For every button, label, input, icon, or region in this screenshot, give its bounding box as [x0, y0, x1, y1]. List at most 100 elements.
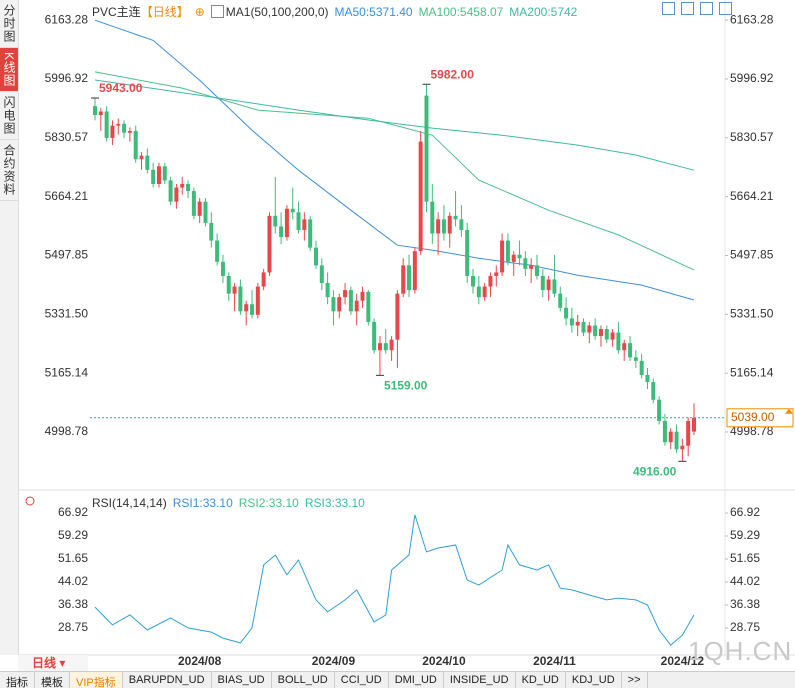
y-tick-label: 5996.92: [730, 71, 774, 85]
bottom-tab[interactable]: >>: [622, 672, 648, 688]
y-tick-label: 28.75: [730, 620, 760, 634]
candle-body: [273, 215, 278, 227]
candle-body: [139, 155, 144, 160]
legend-entry: MA200:5742: [509, 4, 578, 19]
sidebar-tab[interactable]: 合约资料: [0, 140, 18, 202]
sidebar-tab[interactable]: K线图: [0, 48, 18, 93]
period-selector[interactable]: 日线 ▾: [18, 655, 88, 671]
y-tick-label: 51.65: [730, 551, 760, 565]
candle-body: [250, 304, 255, 315]
candle-body: [692, 417, 696, 432]
y-tick-label: 28.75: [58, 620, 88, 634]
indicator: MA1(50,100,200,0): [225, 4, 329, 19]
settings-icon[interactable]: ⊕: [194, 4, 205, 19]
bottom-tab[interactable]: KD_UD: [516, 672, 566, 688]
y-tick-label: 5165.14: [730, 365, 774, 379]
y-tick-label: 66.92: [58, 505, 88, 519]
last-price-label: 5039.00: [731, 410, 775, 424]
bottom-tab[interactable]: DMI_UD: [389, 672, 444, 688]
y-tick-label: 59.29: [730, 528, 760, 542]
watermark: 1QH.CN: [688, 636, 793, 666]
last-price-box: [726, 408, 794, 428]
y-tick-label: 5497.85: [730, 248, 774, 262]
candle-body: [220, 261, 225, 276]
candle-body: [534, 265, 539, 276]
candle-body: [668, 431, 673, 443]
icon[interactable]: [700, 2, 713, 15]
icon[interactable]: [662, 2, 675, 15]
candle-body: [441, 219, 446, 234]
candle-body: [622, 343, 627, 351]
candle-body: [645, 374, 650, 383]
bottom-tab[interactable]: VIP指标: [70, 672, 123, 688]
rsi-header: RSI(14,14,14) RSI1:33.10 RSI2:33.10 RSI3:3…: [92, 496, 365, 510]
annotation-label: 5943.00: [99, 81, 143, 95]
candle-body: [197, 201, 202, 216]
candle-body: [494, 272, 499, 276]
candle-body: [505, 240, 510, 262]
candle-body: [412, 251, 417, 291]
candle-body: [226, 275, 231, 294]
indicator-icon: [25, 496, 35, 506]
bottom-tab[interactable]: INSIDE_UD: [444, 672, 516, 688]
candle-body: [662, 420, 667, 443]
y-tick-label: 5497.85: [45, 248, 89, 262]
icon[interactable]: [681, 2, 694, 15]
sidebar-tab[interactable]: 闪电图: [0, 92, 18, 141]
bottom-tab[interactable]: BOLL_UD: [272, 672, 335, 688]
candle-body: [424, 95, 429, 202]
candle-body: [558, 293, 563, 308]
annotation-label: 4916.00: [633, 464, 677, 478]
y-tick-label: 6163.28: [45, 12, 89, 26]
candle-body: [389, 339, 394, 351]
toolbar-icons: [662, 2, 732, 15]
candle-body: [564, 307, 569, 319]
candle-body: [598, 329, 603, 337]
candle-body: [610, 332, 615, 340]
rsi-line: [94, 514, 695, 646]
period[interactable]: 【日线】: [140, 5, 189, 19]
bottom-tab[interactable]: 模板: [35, 672, 70, 688]
candle-body: [180, 183, 185, 188]
y-tick-label: 4998.78: [730, 424, 774, 438]
rsi-title: RSI(14,14,14): [92, 496, 167, 510]
y-tick-label: 5331.50: [45, 307, 89, 321]
candle-body: [517, 254, 522, 259]
candle-body: [471, 275, 476, 287]
candle-body: [552, 279, 557, 294]
candle-body: [162, 166, 167, 181]
bottom-tab[interactable]: 指标: [0, 672, 35, 688]
candle-body: [465, 229, 470, 276]
bottom-tab[interactable]: KDJ_UD: [566, 672, 622, 688]
bottom-tab[interactable]: BIAS_UD: [212, 672, 272, 688]
y-tick-label: 44.02: [58, 574, 88, 588]
candle-body: [284, 208, 289, 238]
candle-body: [581, 321, 586, 333]
candle-body: [313, 247, 318, 266]
candle-body: [686, 420, 691, 446]
bottom-tab[interactable]: CCI_UD: [335, 672, 389, 688]
candle-body: [482, 286, 487, 298]
candle-body: [302, 219, 307, 230]
sidebar: 分时图 K线图 闪电图 合约资料: [0, 0, 19, 655]
y-tick-label: 6163.28: [730, 12, 774, 26]
candle-body: [436, 219, 441, 234]
bottom-tab[interactable]: BARUPDN_UD: [123, 672, 212, 688]
candle-body: [575, 321, 580, 326]
candle-body: [209, 222, 214, 241]
candle-body: [319, 265, 324, 284]
candle-body: [348, 290, 353, 312]
x-tick-label: 2024/12: [661, 654, 705, 668]
sidebar-tab[interactable]: 分时图: [0, 0, 18, 48]
y-tick-label: 5830.57: [45, 130, 89, 144]
ma-line: [94, 19, 695, 301]
icon[interactable]: [719, 2, 732, 15]
candle-body: [255, 286, 260, 315]
candle-body: [215, 240, 220, 262]
annotation-label: 5159.00: [384, 379, 428, 393]
candle-body: [337, 297, 342, 312]
period-label: 日线: [32, 656, 57, 670]
candle-body: [331, 297, 336, 312]
candle-body: [674, 431, 679, 450]
